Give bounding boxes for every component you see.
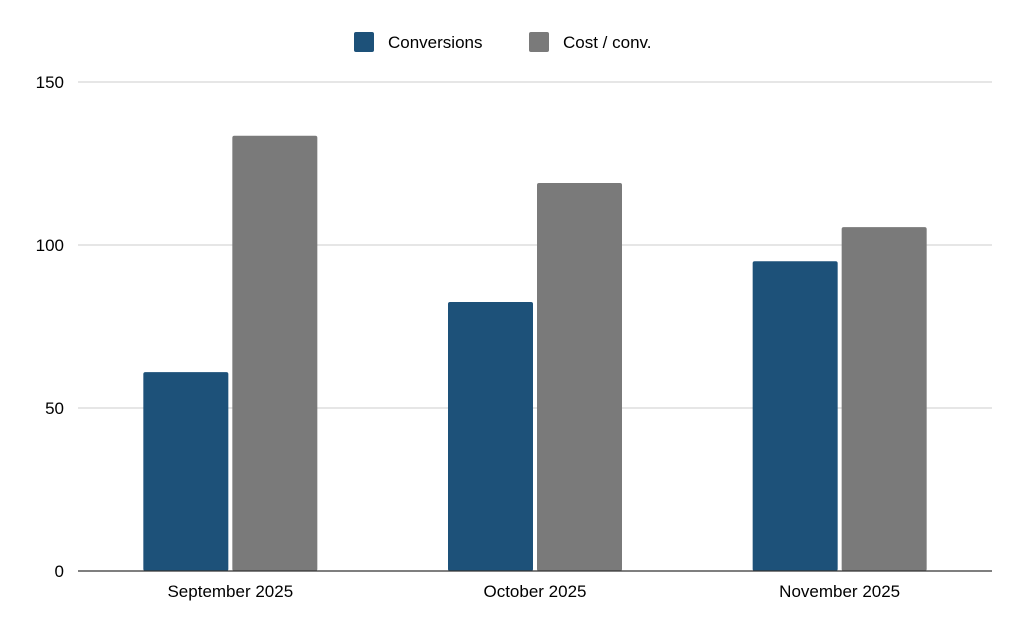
bar-cost-conv[interactable] (232, 135, 318, 572)
legend-label[interactable]: Cost / conv. (563, 33, 652, 52)
axes: 0 50 100 150 September 2025 October 2025 Novem… (36, 73, 992, 601)
bar-cost-conv[interactable] (841, 227, 927, 571)
legend-label[interactable]: Conversions (388, 33, 483, 52)
bar-conversions[interactable] (448, 302, 533, 571)
y-tick-label: 50 (45, 399, 64, 418)
gridlines (78, 81, 992, 409)
legend-swatch (529, 32, 549, 52)
x-tick-label: September 2025 (167, 582, 293, 601)
bar-conversions[interactable] (143, 372, 229, 571)
x-tick-label: October 2025 (483, 582, 586, 601)
legend-swatch (354, 32, 374, 52)
bars (143, 135, 927, 572)
y-tick-label: 0 (55, 562, 64, 581)
legend: Conversions Cost / conv. (354, 32, 652, 52)
x-tick-label: November 2025 (779, 582, 900, 601)
bar-conversions[interactable] (752, 261, 838, 571)
y-tick-label: 150 (36, 73, 64, 92)
y-tick-label: 100 (36, 236, 64, 255)
bar-cost-conv[interactable] (537, 183, 622, 571)
